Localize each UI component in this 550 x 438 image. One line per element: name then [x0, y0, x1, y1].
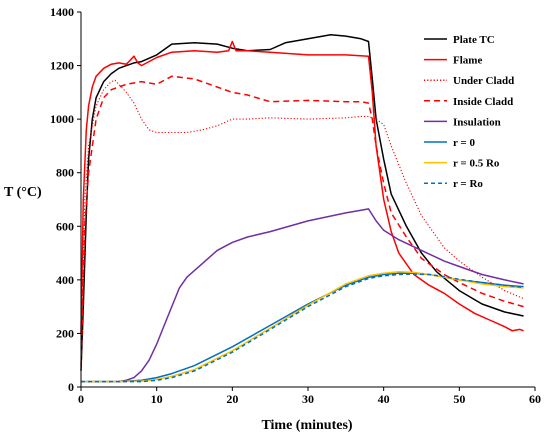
series-line-plate-tc [80, 34, 524, 371]
x-tick-label: 60 [529, 392, 541, 406]
x-tick-label: 50 [453, 392, 465, 406]
y-tick-label: 1000 [50, 112, 74, 126]
series-line-inside-cladd [80, 75, 524, 366]
series-line-insulation [81, 208, 524, 383]
x-tick-label: 0 [78, 392, 84, 406]
series-line-r-ro [81, 273, 524, 383]
series-line-flame [80, 40, 524, 334]
legend-label: r = Ro [453, 178, 483, 190]
x-tick-label: 20 [226, 392, 238, 406]
y-tick-label: 800 [56, 166, 74, 180]
y-tick-label: 1200 [50, 59, 74, 73]
legend-label: Under Cladd [453, 75, 514, 87]
legend-label: Flame [453, 55, 482, 67]
x-tick-label: 10 [151, 392, 163, 406]
series-line-under-cladd [80, 79, 524, 361]
y-tick-label: 200 [56, 326, 74, 340]
x-tick-label: 30 [302, 392, 314, 406]
y-tick-label: 400 [56, 273, 74, 287]
y-tick-label: 600 [56, 219, 74, 233]
y-axis-title: T (°C) [4, 185, 42, 200]
plot-area [80, 34, 524, 383]
legend-label: Insulation [453, 116, 501, 128]
legend-label: Plate TC [453, 34, 495, 46]
legend-label: r = 0.5 Ro [453, 158, 500, 170]
y-tick-label: 0 [68, 380, 74, 394]
x-axis-title: Time (minutes) [261, 418, 352, 433]
y-tick-label: 1400 [50, 5, 74, 19]
x-tick-label: 40 [378, 392, 390, 406]
legend-label: Inside Cladd [453, 96, 513, 108]
legend-label: r = 0 [453, 137, 475, 149]
legend: Plate TC Flame Under Cladd Inside Cladd Insu… [424, 34, 514, 190]
